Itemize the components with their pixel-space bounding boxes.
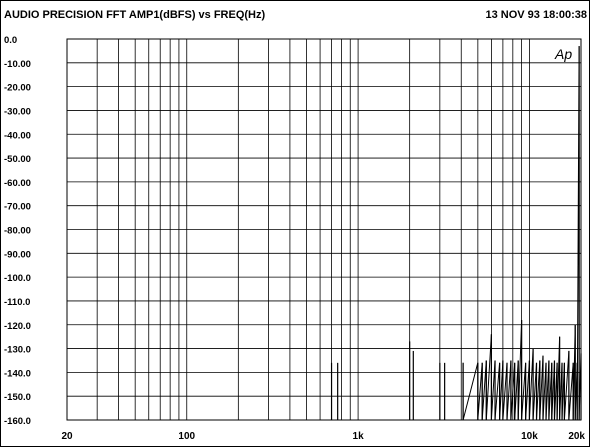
y-tick-label: 0.0 [4,35,17,46]
chart-title: AUDIO PRECISION FFT AMP1(dBFS) vs FREQ(H… [4,9,266,21]
x-tick-label: 20k [568,431,585,442]
y-tick-label: -70.00 [4,202,31,213]
y-tick-label: -100.0 [4,273,31,284]
y-tick-label: -30.00 [4,106,31,117]
data-layer [330,46,582,421]
y-tick-label: -20.00 [4,83,31,94]
y-tick-label: -160.0 [4,416,31,427]
y-tick-label: -10.00 [4,59,31,70]
y-tick-label: -90.00 [4,249,31,260]
y-tick-label: -130.0 [4,345,31,356]
y-tick-label: -60.00 [4,178,31,189]
chart-timestamp: 13 NOV 93 18:00:38 [485,9,587,21]
y-tick-label: -140.0 [4,368,31,379]
x-tick-label: 1k [353,431,365,442]
y-tick-label: -120.0 [4,321,31,332]
label-layer: 0.0 -10.00 -20.00 -30.00 -40.00 -50.00 -60.00 -… [4,35,585,442]
y-tick-label: -110.0 [4,297,30,308]
x-tick-label: 100 [178,431,195,442]
y-tick-label: -50.00 [4,154,31,165]
y-tick-label: -40.00 [4,130,31,141]
ap-logo: Ap [555,46,573,62]
grid-layer [66,38,582,421]
y-tick-label: -150.0 [4,392,31,403]
spectrum-trace [462,46,582,421]
x-tick-label: 20 [61,431,73,442]
x-tick-label: 10k [521,431,538,442]
y-tick-label: -80.00 [4,226,31,237]
plot-border [66,38,582,421]
